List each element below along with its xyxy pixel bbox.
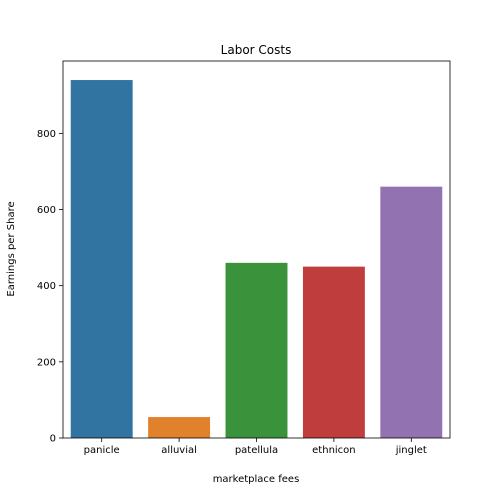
x-tick-label: jinglet [395,445,427,456]
x-tick-label: ethnicon [312,445,355,456]
y-tick-label: 400 [37,281,56,292]
x-tick-label: panicle [84,445,120,456]
y-axis: 0 200 400 600 800 [37,129,63,445]
bar-jinglet [380,186,443,438]
x-tick-label: alluvial [161,445,197,456]
bar-alluvial [148,417,211,438]
plot-frame [62,60,451,439]
bars-group [70,80,443,438]
bar-patellula [225,262,288,438]
bar-panicle [70,80,133,438]
x-tick-label: patellula [235,445,278,456]
y-tick-label: 800 [37,129,56,140]
y-tick-label: 600 [37,205,56,216]
chart-title: Labor Costs [221,43,292,57]
x-axis-label: marketplace fees [213,474,300,485]
y-axis-label: Earnings per Share [6,201,17,296]
x-axis: panicle alluvial patellula ethnicon jinglet [84,438,427,456]
y-tick-label: 200 [37,357,56,368]
bar-ethnicon [302,266,365,438]
y-tick-label: 0 [50,434,56,445]
